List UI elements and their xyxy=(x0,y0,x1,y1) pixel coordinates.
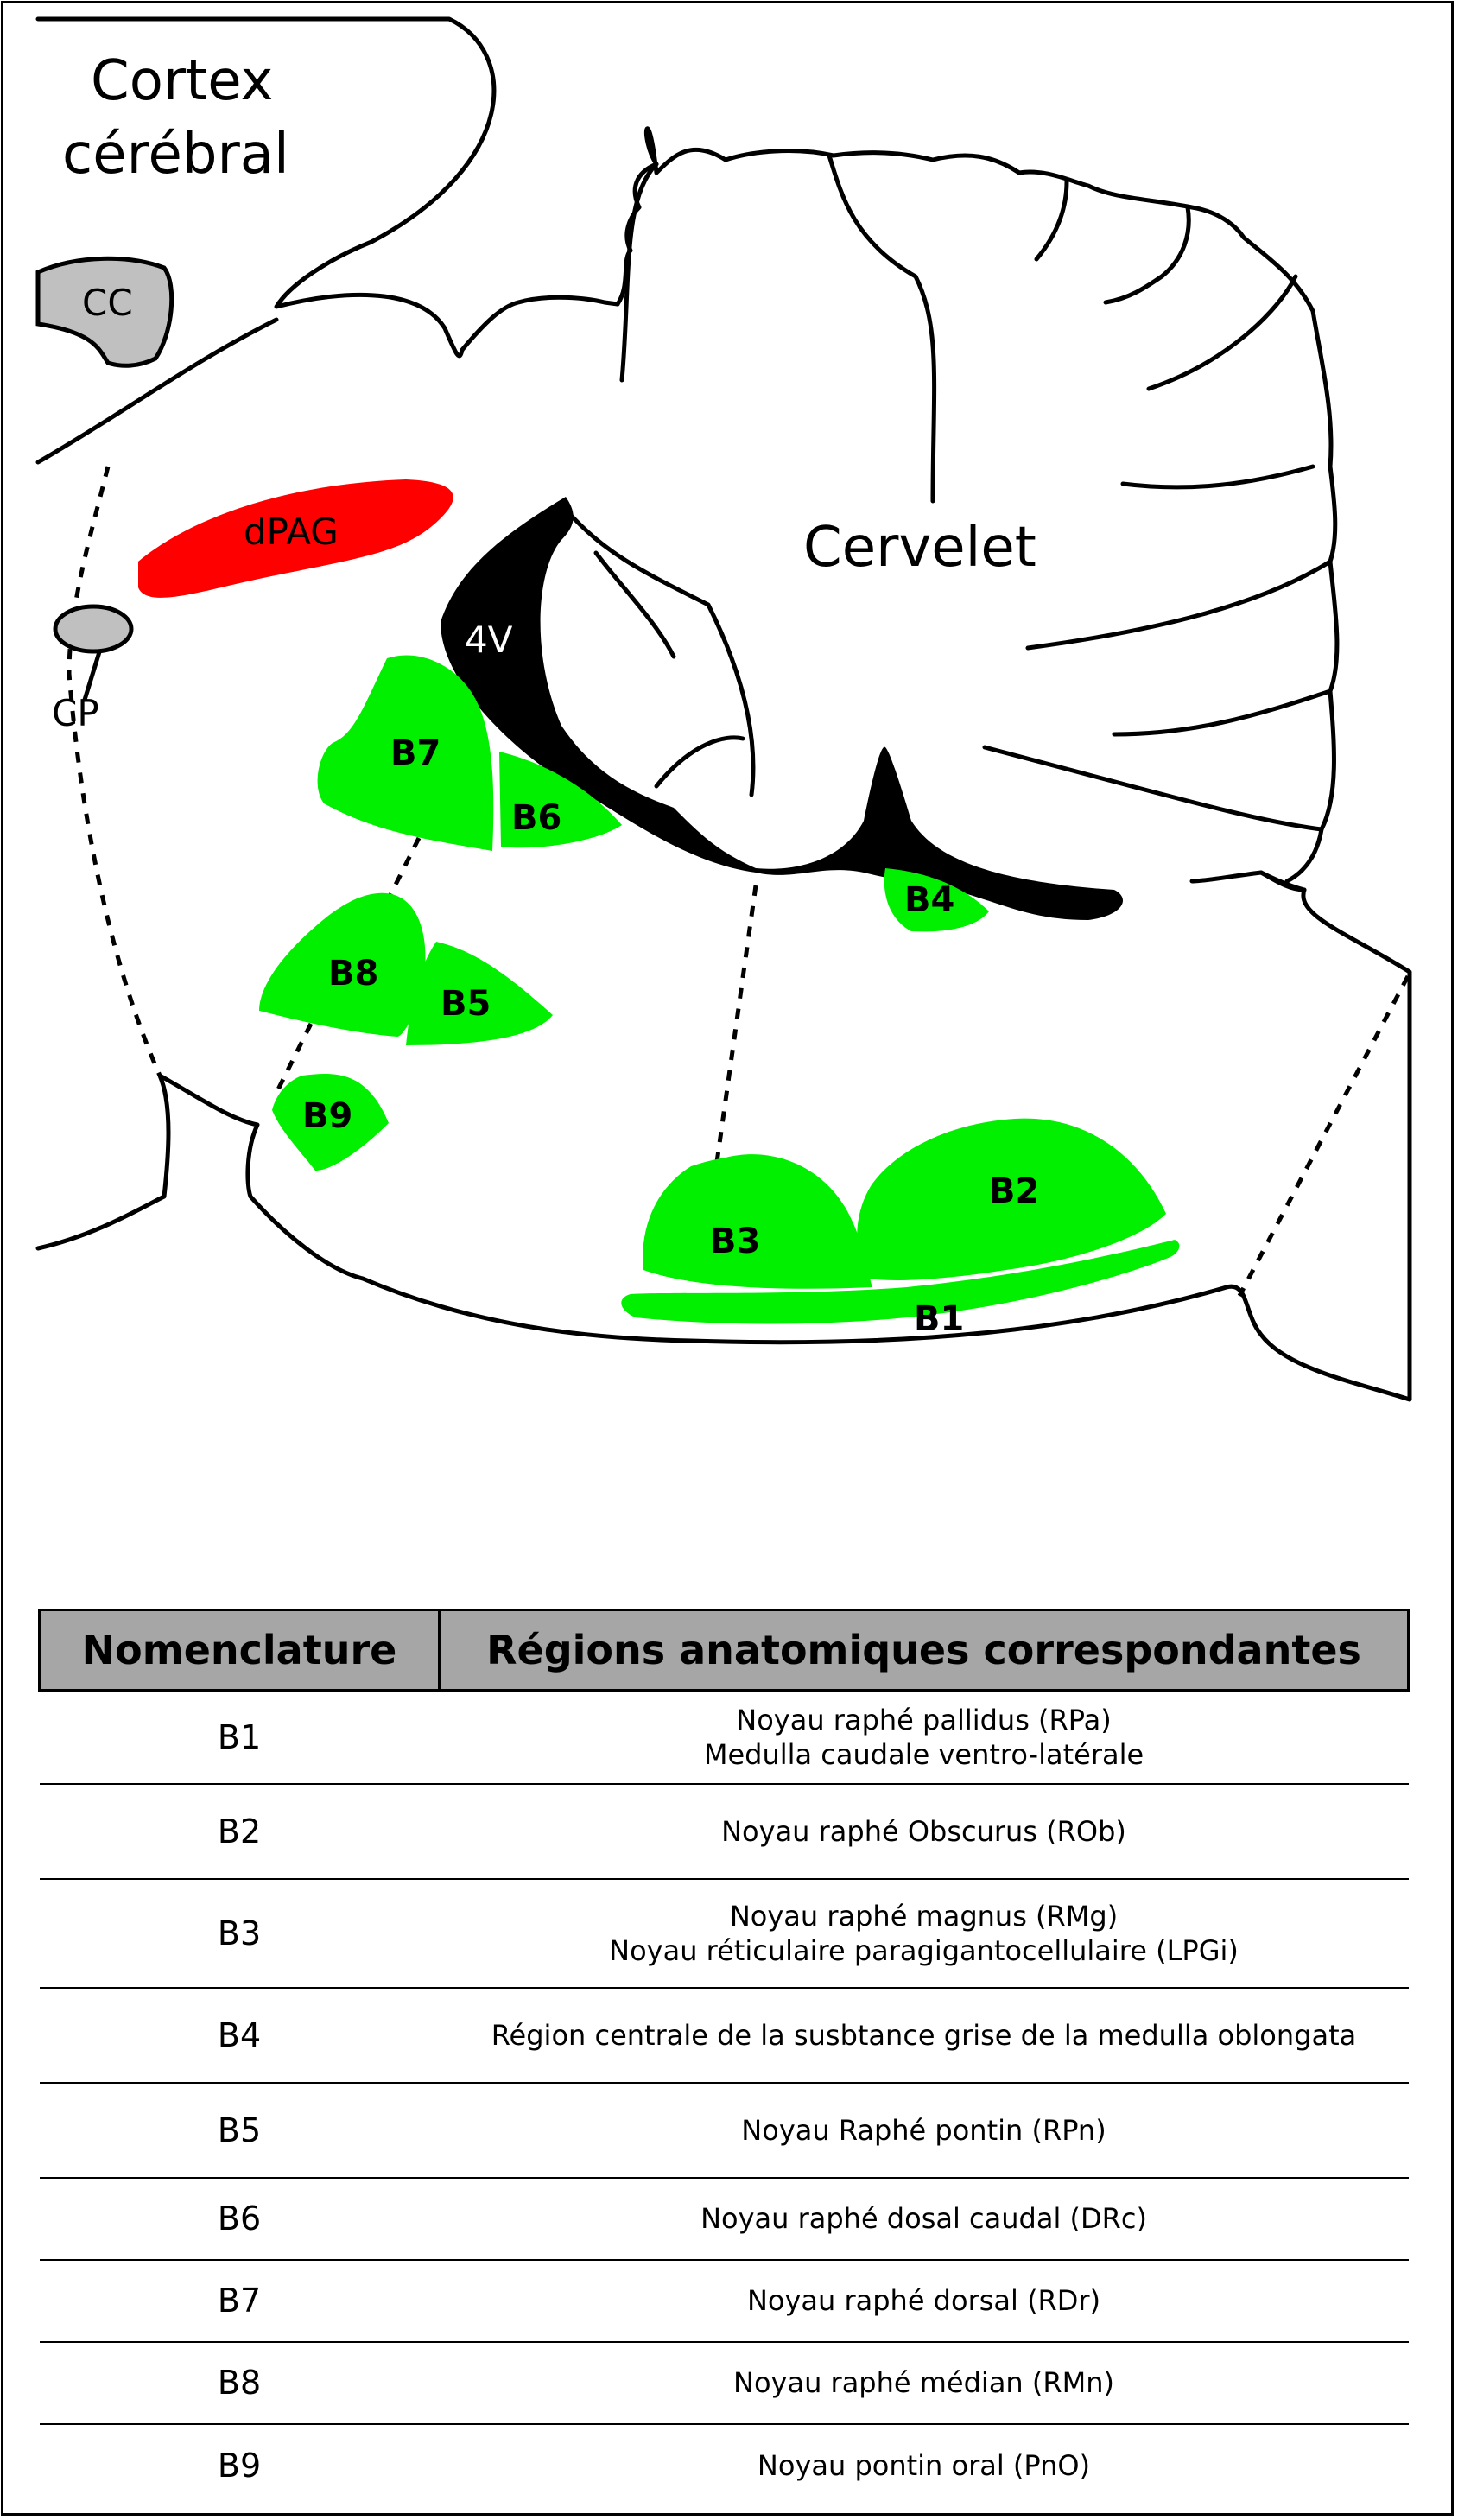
label-b6: B6 xyxy=(511,798,561,838)
label-b1: B1 xyxy=(914,1299,964,1339)
nucleus-b6 xyxy=(499,752,622,848)
posterior-commissure-cp xyxy=(53,604,134,654)
table-row: B3 Noyau raphé magnus (RMg) Noyau réticul… xyxy=(39,1878,1409,1989)
label-4v: 4V xyxy=(465,619,513,661)
table-header-row: Nomenclature Régions anatomiques corresp… xyxy=(38,1609,1410,1692)
label-b4: B4 xyxy=(904,880,954,920)
row-code: B4 xyxy=(39,1987,440,2084)
table-row: B4 Région centrale de la susbtance grise… xyxy=(39,1987,1409,2084)
table-row: B6 Noyau raphé dosal caudal (DRc) xyxy=(39,2177,1409,2261)
row-region: Noyau raphé médian (RMn) xyxy=(439,2341,1409,2425)
dashed-line-center xyxy=(714,885,758,1163)
row-region: Noyau raphé pallidus (RPa) Medulla caudal… xyxy=(439,1690,1409,1785)
nomenclature-table: Nomenclature Régions anatomiques corresp… xyxy=(38,1609,1410,2506)
label-cortex-line2: cérébral xyxy=(62,123,289,187)
row-code: B7 xyxy=(39,2259,440,2343)
row-code: B2 xyxy=(39,1783,440,1880)
dashed-line-b8-b9 xyxy=(274,1022,314,1095)
row-region: Noyau Raphé pontin (RPn) xyxy=(439,2082,1409,2179)
row-region: Région centrale de la susbtance grise de… xyxy=(439,1987,1409,2084)
row-region: Noyau raphé dorsal (RDr) xyxy=(439,2259,1409,2343)
row-code: B1 xyxy=(39,1690,440,1785)
table-row: B8 Noyau raphé médian (RMn) xyxy=(39,2341,1409,2425)
table-row: B1 Noyau raphé pallidus (RPa) Medulla cau… xyxy=(39,1690,1409,1785)
fourth-ventricle-4v xyxy=(441,497,1123,920)
pons-medulla-line xyxy=(1258,870,1307,892)
label-cortex-line1: Cortex xyxy=(91,49,273,113)
cerebellum-outline xyxy=(615,126,1340,884)
dashed-midline-left xyxy=(67,466,162,1077)
row-code: B3 xyxy=(39,1878,440,1989)
label-b9: B9 xyxy=(302,1096,352,1136)
nucleus-b9 xyxy=(272,1074,389,1171)
brain-diagram: Cortex cérébral CC dPAG CP 4V Cervelet B… xyxy=(35,16,1412,1402)
nucleus-b3 xyxy=(643,1154,872,1289)
row-region: Noyau raphé Obscurus (ROb) xyxy=(439,1783,1409,1880)
nucleus-b8 xyxy=(259,892,426,1037)
nucleus-b5 xyxy=(406,942,553,1045)
dashed-line-right xyxy=(1237,974,1410,1298)
label-cc: CC xyxy=(82,282,133,324)
table-row: B9 Noyau pontin oral (PnO) xyxy=(40,2424,1409,2506)
corpus-callosum-cc xyxy=(35,256,174,368)
row-region: Noyau pontin oral (PnO) xyxy=(757,2448,1091,2482)
label-cp: CP xyxy=(52,692,99,734)
dpag-region xyxy=(138,479,453,598)
table-row: B2 Noyau raphé Obscurus (ROb) xyxy=(39,1783,1409,1880)
cortex-outline xyxy=(35,16,620,359)
label-b5: B5 xyxy=(441,984,491,1024)
row-region: Noyau raphé magnus (RMg) Noyau réticulair… xyxy=(439,1878,1409,1989)
brainstem-outline xyxy=(35,870,1412,1402)
label-cervelet: Cervelet xyxy=(803,516,1036,580)
label-b7: B7 xyxy=(390,733,441,773)
header-nomenclature: Nomenclature xyxy=(38,1609,441,1692)
row-code: B9 xyxy=(217,2446,262,2485)
nucleus-b7 xyxy=(317,655,494,851)
nucleus-b2 xyxy=(857,1118,1166,1280)
callosum-line xyxy=(35,317,279,465)
label-b2: B2 xyxy=(989,1171,1039,1211)
nucleus-b1 xyxy=(621,1240,1180,1324)
table-row: B7 Noyau raphé dorsal (RDr) xyxy=(39,2259,1409,2343)
row-code: B5 xyxy=(39,2082,440,2179)
label-b8: B8 xyxy=(328,954,378,993)
label-dpag: dPAG xyxy=(244,511,339,553)
cerebellum-folia xyxy=(619,162,659,383)
label-b3: B3 xyxy=(710,1222,760,1261)
table-row: B5 Noyau Raphé pontin (RPn) xyxy=(39,2082,1409,2179)
header-regions: Régions anatomiques correspondantes xyxy=(438,1609,1410,1692)
row-code: B6 xyxy=(39,2177,440,2261)
row-code: B8 xyxy=(39,2341,440,2425)
row-region: Noyau raphé dosal caudal (DRc) xyxy=(439,2177,1409,2261)
nucleus-b4 xyxy=(884,868,989,932)
